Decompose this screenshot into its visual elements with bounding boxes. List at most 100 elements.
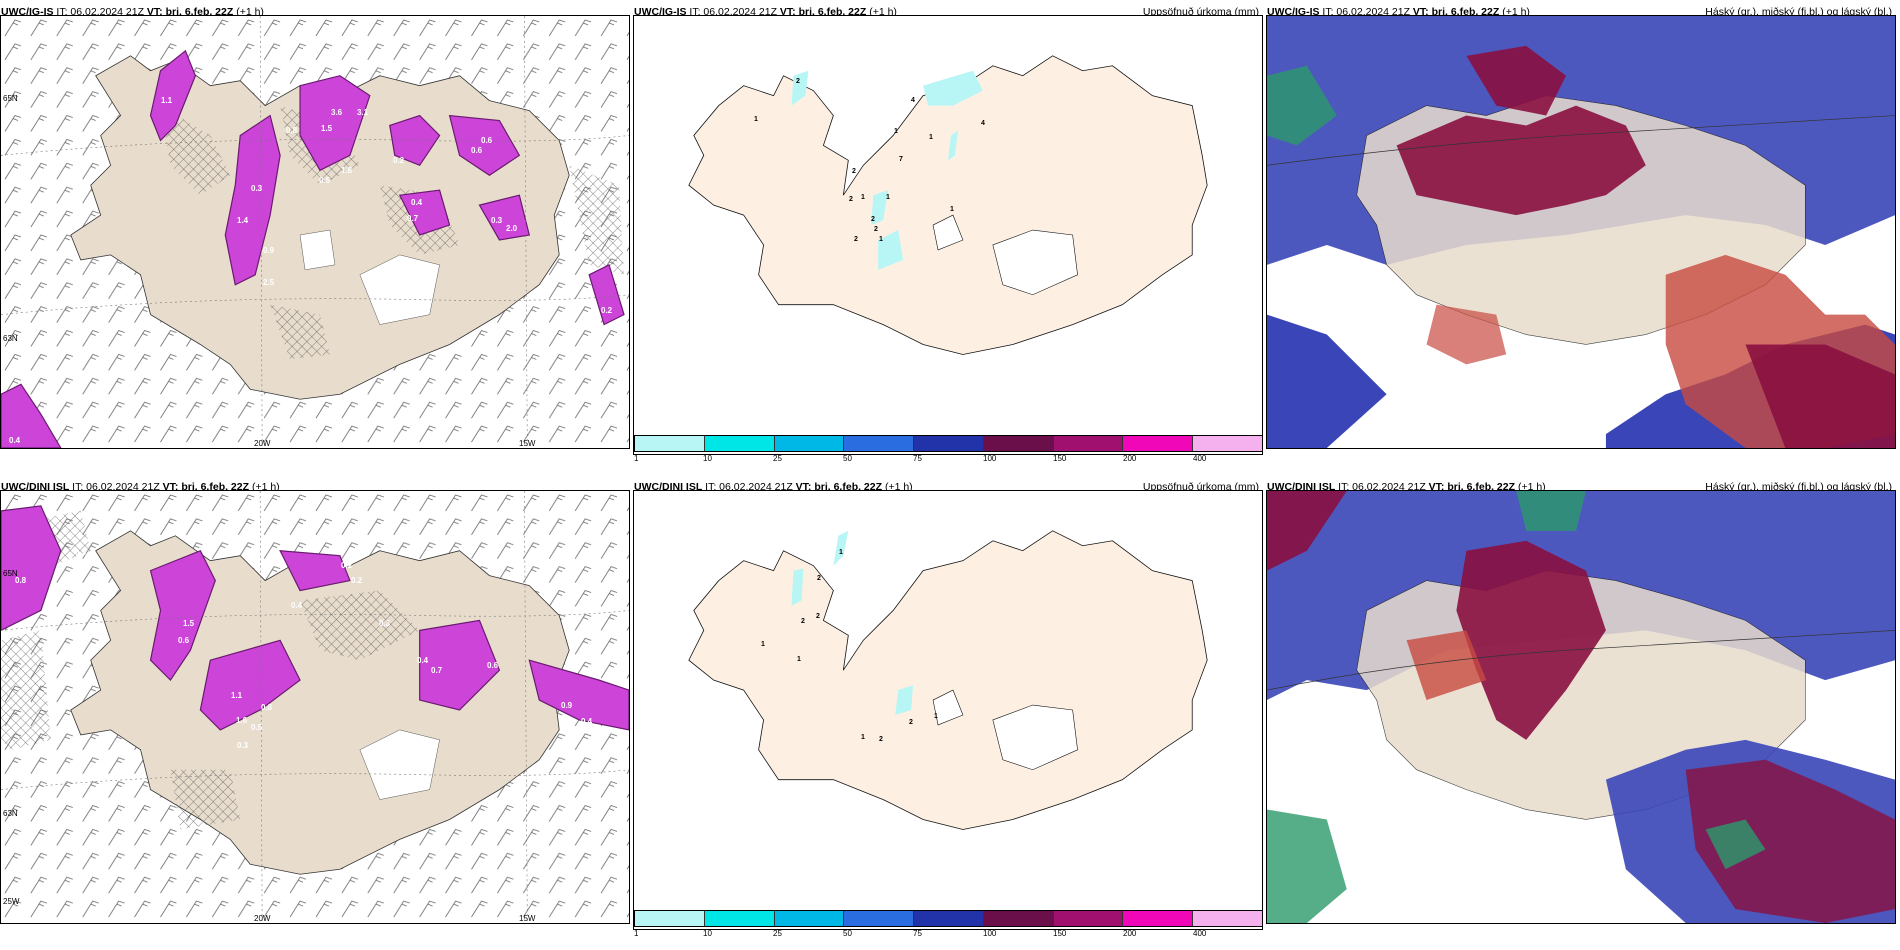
colorbar-swatch: [983, 911, 1054, 926]
precip-value-label: 2: [874, 226, 878, 233]
precip-value-label: 0.5: [319, 176, 331, 185]
latitude-label: 65N: [3, 569, 18, 578]
colorbar-labels: 1 10 25 50 75 100 150 200 400: [633, 929, 1263, 939]
precip-value-label: 1.1: [231, 691, 243, 700]
colorbar-label: 10: [703, 454, 712, 463]
map-canvas: [1267, 16, 1895, 448]
precip-value-label: 0.7: [407, 214, 419, 223]
cloud-cover-map: [1266, 15, 1896, 449]
colorbar-label: 400: [1193, 454, 1207, 463]
colorbar-label: 25: [773, 929, 782, 938]
panel-bottom-left: UWC/DINI ISL IT: 06.02.2024 21Z VT: þri.…: [0, 475, 630, 924]
precip-value-label: 2: [852, 168, 856, 175]
colorbar-swatch: [914, 436, 984, 451]
precip-value-label: 2: [801, 618, 805, 625]
precip-value-label: 0.2: [341, 561, 353, 570]
precip-value-label: 0.2: [393, 156, 405, 165]
precip-value-label: 2: [817, 575, 821, 582]
colorbar-label: 100: [983, 929, 997, 938]
precip-value-label: 3.6: [331, 108, 343, 117]
precip-value-label: 2: [854, 236, 858, 243]
colorbar-swatch: [635, 436, 705, 451]
precip-value-label: 0.4: [581, 717, 593, 726]
precip-value-label: 0.3: [237, 741, 249, 750]
colorbar-swatch: [1193, 911, 1262, 926]
precip-value-label: 0.2: [351, 576, 363, 585]
colorbar-swatch: [914, 911, 984, 926]
map-canvas: [1, 16, 629, 448]
precip-value-label: 0.2: [601, 306, 613, 315]
colorbar-label: 200: [1123, 929, 1137, 938]
colorbar-swatch: [635, 911, 705, 926]
precip-value-label: 1.1: [161, 96, 173, 105]
colorbar-label: 75: [913, 454, 922, 463]
map-canvas: [1, 491, 629, 923]
colorbar-swatch: [704, 436, 775, 451]
precip-value-label: 1: [761, 641, 765, 648]
precip-value-label: 0.4: [291, 601, 303, 610]
precip-value-label: 1.4: [237, 216, 249, 225]
precip-value-label: 0.4: [9, 436, 21, 445]
colorbar-label: 25: [773, 454, 782, 463]
precip-value-label: 0.7: [431, 666, 443, 675]
precip-value-label: 1: [934, 713, 938, 720]
latitude-label: 65N: [3, 94, 18, 103]
longitude-label: 20W: [254, 439, 271, 448]
colorbar-swatch: [1123, 911, 1194, 926]
precip-value-label: 0.3: [75, 548, 87, 557]
precip-value-label: 0.9: [263, 246, 275, 255]
colorbar-labels: 1 10 25 50 75 100 150 200 400: [633, 454, 1263, 464]
precip-value-label: 1: [950, 206, 954, 213]
panel-top-right: UWC/IG-IS IT: 06.02.2024 21Z VT: þri. 6.…: [1266, 0, 1896, 449]
precip-colorbar: [634, 910, 1262, 927]
panel-top-middle: UWC/IG-IS IT: 06.02.2024 21Z VT: þri. 6.…: [633, 0, 1263, 463]
precip-value-label: 2.0: [506, 224, 518, 233]
wind-precip-map: 20W 15W 65N 63N 3.6 3.1 1.5 0.9 0.5 1.8 0.6 0.7…: [0, 15, 630, 449]
precip-value-label: 0.5: [51, 611, 63, 620]
precip-value-label: 7: [899, 156, 903, 163]
precip-value-label: 0.8: [286, 126, 298, 135]
colorbar-label: 150: [1053, 454, 1067, 463]
iceland-land: [688, 530, 1208, 830]
panel-bottom-right: UWC/DINI ISL IT: 06.02.2024 21Z VT: þri.…: [1266, 475, 1896, 924]
precip-value-label: 0.3: [251, 184, 263, 193]
precip-value-label: 2: [871, 216, 875, 223]
precip-value-label: 0.8: [261, 703, 273, 712]
precip-value-label: 0.6: [487, 661, 499, 670]
wind-precip-map: 20W 15W 65N 63N 25W 0.3 0.8 0.5 1.5 0.6 0.8 0.…: [0, 490, 630, 924]
longitude-label: 15W: [519, 914, 536, 923]
precip-value-label: 2: [849, 196, 853, 203]
colorbar-swatch: [704, 911, 775, 926]
precip-value-label: 0.9: [561, 701, 573, 710]
precip-value-label: 0.6: [178, 636, 190, 645]
longitude-label: 15W: [519, 439, 536, 448]
precip-value-label: 2: [796, 78, 800, 85]
precip-value-label: 0.3: [379, 619, 391, 628]
precip-value-label: 0.5: [251, 723, 263, 732]
colorbar-swatch: [1193, 436, 1262, 451]
precip-value-label: 1: [839, 549, 843, 556]
precip-value-label: 2: [879, 736, 883, 743]
precip-colorbar: [634, 435, 1262, 452]
colorbar-label: 50: [843, 454, 852, 463]
colorbar-label: 1: [634, 929, 639, 938]
cloud-cover-map: [1266, 490, 1896, 924]
precip-value-label: 1: [929, 134, 933, 141]
precip-value-label: 1: [861, 194, 865, 201]
precip-value-label: 1: [754, 116, 758, 123]
colorbar-swatch: [844, 436, 915, 451]
precip-value-label: 1.5: [183, 619, 195, 628]
precip-value-label: 0.6: [481, 136, 493, 145]
precip-value-label: 1: [879, 236, 883, 243]
precip-value-label: 1.6: [236, 716, 248, 725]
precip-value-label: 4: [981, 120, 985, 127]
precip-value-label: 2.5: [263, 278, 275, 287]
precip-value-label: 2: [816, 613, 820, 620]
precip-value-label: 0.3: [491, 216, 503, 225]
colorbar-label: 150: [1053, 929, 1067, 938]
map-canvas: [634, 491, 1262, 929]
precip-value-label: 1: [797, 656, 801, 663]
precip-value-label: 0.6: [471, 146, 483, 155]
precip-value-label: 1.8: [341, 166, 353, 175]
